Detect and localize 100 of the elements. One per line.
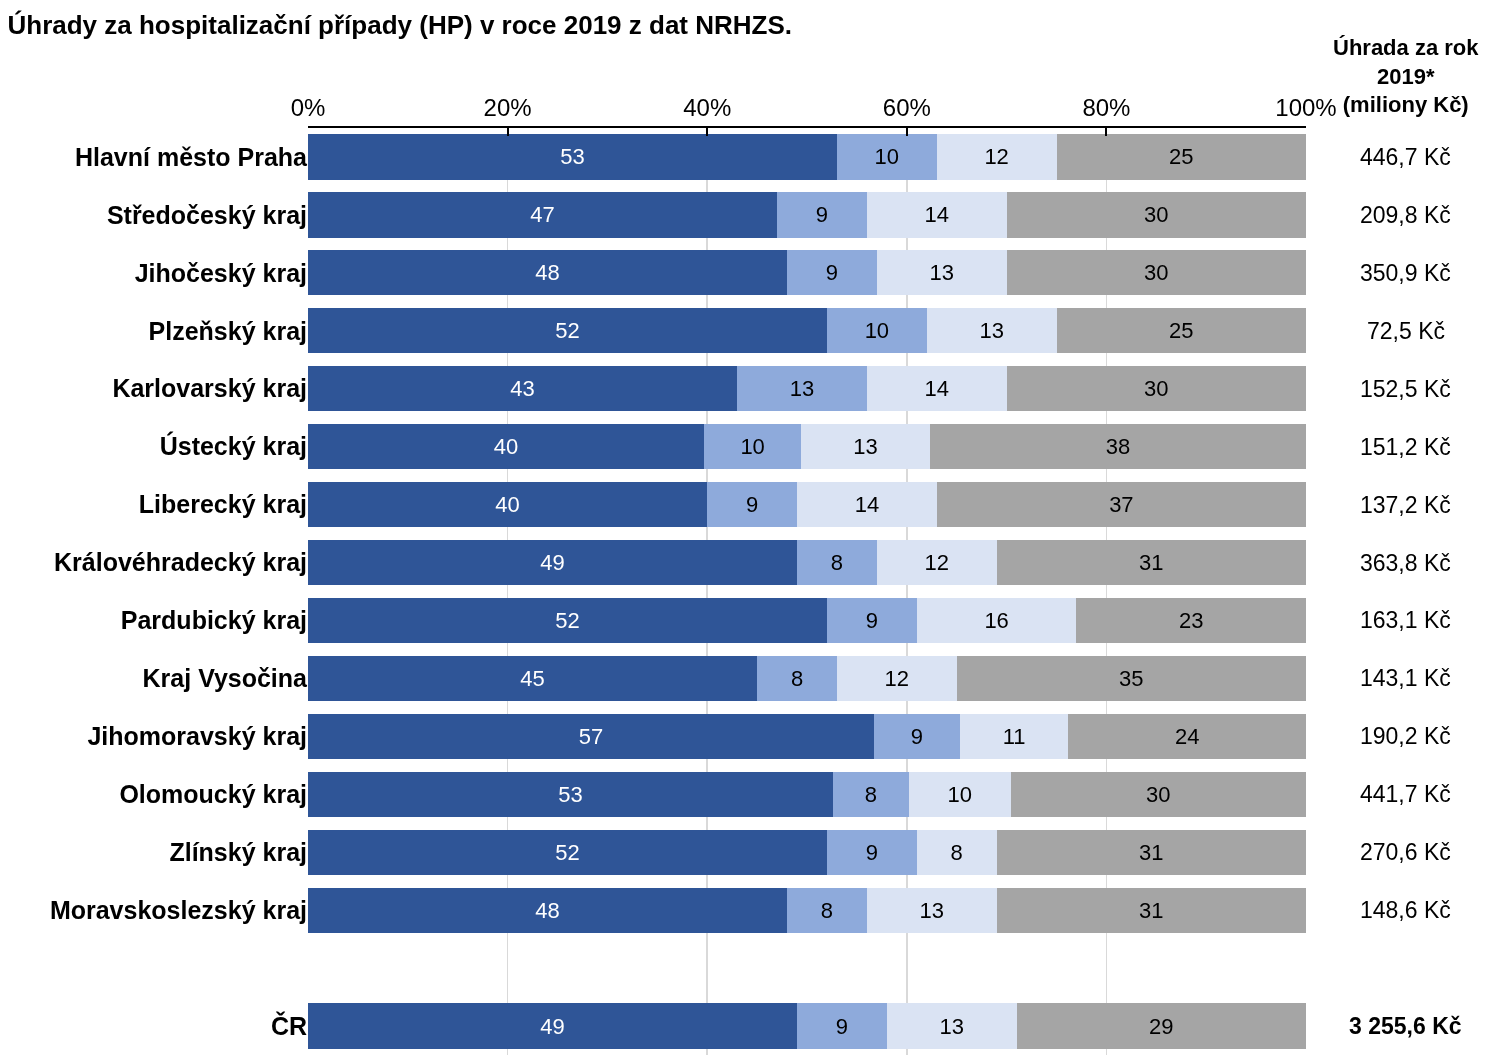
bar [308, 655, 758, 701]
text: 151,2 Kč [1360, 434, 1451, 460]
bar [1068, 713, 1306, 759]
data-label: 12 [984, 144, 1009, 170]
bar [737, 366, 867, 412]
data-label: 11 [1002, 723, 1026, 749]
chart-title: Úhrady za hospitalizační případy (HP) v roce 2019 z dat NRHZS. [7, 10, 793, 41]
y-tick-label: Kraj Vysočina [142, 664, 309, 693]
bar [996, 829, 1306, 875]
y-tick-label: Jihočeský kraj [134, 258, 307, 287]
bar [308, 771, 833, 817]
data-label: 8 [864, 781, 877, 807]
data-label: 12 [884, 665, 910, 691]
data-label: 9 [745, 492, 759, 518]
bar [826, 829, 917, 875]
data-label: 13 [929, 260, 954, 286]
text: 163,1 Kč [1360, 607, 1451, 633]
data-label: 14 [854, 492, 880, 518]
y-tick-label: Moravskoslezský kraj [49, 895, 307, 924]
bar [956, 655, 1306, 701]
data-label: 9 [865, 607, 878, 633]
y-tick-label: Středočeský kraj [106, 200, 307, 229]
data-label: 8 [950, 839, 963, 865]
data-label: 14 [924, 202, 949, 228]
text: 209,8 Kč [1360, 202, 1451, 228]
y-tick-label: Jihomoravský kraj [87, 722, 307, 751]
data-label: 8 [820, 897, 834, 923]
data-label: 9 [815, 202, 829, 228]
bar [929, 424, 1306, 470]
data-label: 35 [1119, 665, 1144, 691]
bar [886, 1003, 1017, 1049]
data-label: 9 [910, 723, 923, 749]
bar [308, 366, 738, 412]
bar [1076, 597, 1306, 644]
data-label: 47 [530, 202, 555, 228]
bar [876, 539, 997, 586]
bar [1056, 308, 1306, 354]
y-tick-label: ČR [270, 1010, 307, 1040]
y-tick-label: Liberecký kraj [138, 490, 307, 519]
bar [757, 655, 837, 701]
bar [1010, 771, 1306, 817]
data-label: 31 [1139, 839, 1164, 865]
y-tick-label: Hlavní město Praha [74, 142, 309, 171]
text: 143,1 Kč [1360, 665, 1451, 691]
bar [826, 308, 927, 354]
data-label: 57 [578, 723, 604, 749]
bar [308, 134, 837, 180]
bar [308, 713, 874, 759]
text: 148,6 Kč [1360, 897, 1451, 923]
text: 270,6 Kč [1360, 839, 1451, 865]
bar [308, 597, 827, 644]
data-label: 48 [535, 897, 560, 923]
bar [308, 192, 778, 238]
data-label: 25 [1169, 144, 1194, 170]
data-label: 9 [825, 260, 839, 286]
text: 137,2 Kč [1360, 492, 1451, 518]
bar [801, 424, 930, 470]
bar [866, 192, 1007, 238]
y-tick-label: Pardubický kraj [120, 606, 307, 635]
data-label: 9 [835, 1013, 849, 1039]
data-label: 9 [865, 839, 878, 865]
data-label: 24 [1175, 723, 1200, 749]
bar [797, 482, 937, 528]
data-label: 53 [560, 144, 585, 170]
bar [936, 134, 1057, 180]
data-label: 13 [853, 434, 878, 460]
y-tick-label: Plzeňský kraj [148, 316, 307, 345]
text: 446,7 Kč [1360, 144, 1451, 170]
data-label: 48 [535, 260, 560, 286]
data-label: 30 [1144, 202, 1169, 228]
bar [707, 482, 798, 528]
bar [1016, 1003, 1306, 1049]
bar [777, 192, 867, 238]
bar [308, 482, 708, 528]
data-label: 52 [555, 607, 580, 633]
bar [1006, 250, 1306, 296]
data-label: 40 [495, 492, 520, 518]
data-label: 31 [1139, 897, 1164, 923]
bar [1056, 134, 1306, 180]
text: 190,2 Kč [1360, 723, 1451, 749]
bar [876, 250, 1007, 296]
data-label: 37 [1109, 492, 1134, 518]
y-tick-label: Zlínský kraj [169, 837, 307, 866]
data-label: 45 [520, 665, 545, 691]
data-label: 8 [830, 550, 844, 576]
bar [308, 1003, 798, 1049]
bar [873, 713, 960, 759]
data-label: 52 [555, 318, 580, 344]
bar [832, 771, 909, 817]
bar [926, 308, 1057, 354]
data-label: 12 [924, 550, 949, 576]
x-tick-label: 20% [483, 94, 532, 122]
bar [1006, 366, 1306, 412]
bar [308, 829, 827, 875]
bar [308, 424, 705, 470]
bar [916, 597, 1077, 644]
data-label: 30 [1144, 376, 1169, 402]
data-label: 10 [947, 781, 972, 807]
data-label: 43 [510, 376, 535, 402]
bar [908, 771, 1011, 817]
